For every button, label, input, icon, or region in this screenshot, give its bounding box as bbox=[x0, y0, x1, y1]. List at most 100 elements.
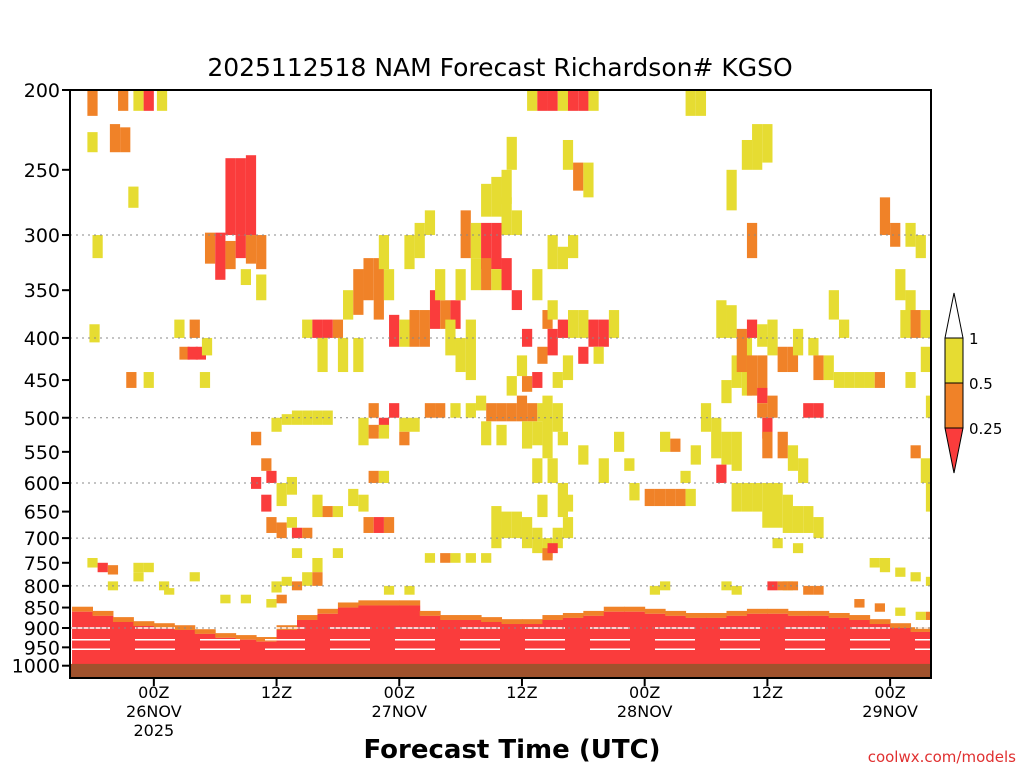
boundary-layer-cap bbox=[665, 610, 687, 616]
ri-cell bbox=[266, 517, 277, 533]
boundary-layer-mass bbox=[358, 605, 380, 678]
ri-cell bbox=[874, 603, 885, 612]
ri-cell bbox=[363, 258, 374, 301]
colorbar-legend: 1 0.5 0.25 bbox=[944, 292, 1002, 474]
ri-cell bbox=[629, 482, 640, 501]
ri-cell bbox=[869, 557, 880, 568]
ri-cell bbox=[424, 553, 436, 563]
ri-cell bbox=[164, 588, 175, 595]
ri-cell bbox=[598, 319, 609, 347]
ri-cell bbox=[491, 269, 502, 291]
ri-cell bbox=[741, 482, 753, 512]
ri-cell bbox=[562, 139, 574, 170]
ri-cell bbox=[491, 222, 502, 270]
ri-cell bbox=[644, 488, 655, 507]
ri-cell bbox=[777, 346, 788, 373]
ri-cell bbox=[276, 522, 287, 539]
ri-cell bbox=[787, 346, 799, 373]
ri-cell bbox=[516, 395, 528, 422]
x-tick-label: 2025 bbox=[133, 721, 174, 740]
ri-cell bbox=[302, 527, 313, 539]
boundary-layer-cap bbox=[849, 615, 871, 620]
ri-cell bbox=[97, 562, 108, 573]
boundary-layer-cap bbox=[869, 619, 891, 625]
ri-cell bbox=[465, 403, 476, 418]
y-tick-label: 300 bbox=[24, 225, 60, 247]
ri-cell bbox=[573, 162, 584, 191]
ri-cell bbox=[481, 258, 492, 291]
ri-cell bbox=[363, 517, 374, 533]
ri-cell bbox=[792, 506, 804, 533]
ri-cell bbox=[828, 290, 839, 320]
ri-cell bbox=[378, 417, 390, 432]
ri-cell bbox=[721, 431, 732, 465]
ri-cell bbox=[429, 290, 441, 329]
ri-cell bbox=[542, 538, 553, 558]
ri-cell bbox=[475, 395, 487, 411]
x-tick-label: 12Z bbox=[752, 683, 783, 702]
y-tick-label: 250 bbox=[24, 160, 60, 182]
ri-cell bbox=[189, 572, 200, 582]
ri-cell bbox=[787, 445, 799, 471]
boundary-layer-cap bbox=[92, 610, 114, 616]
boundary-layer-cap bbox=[501, 619, 523, 625]
ri-cell bbox=[220, 594, 231, 604]
ri-cell bbox=[803, 506, 814, 533]
ri-cell bbox=[404, 585, 415, 595]
ri-cell bbox=[120, 127, 131, 153]
x-tick-label: 00Z bbox=[629, 683, 660, 702]
boundary-layer-cap bbox=[215, 633, 237, 638]
boundary-layer-cap bbox=[358, 600, 380, 606]
ri-cell bbox=[813, 403, 824, 418]
ri-cell bbox=[118, 90, 129, 111]
ri-cell bbox=[808, 337, 819, 356]
credit-text: coolwx.com/models bbox=[868, 748, 1016, 766]
ri-cell bbox=[470, 222, 482, 259]
ri-cell bbox=[532, 527, 543, 554]
ri-cell bbox=[895, 607, 906, 616]
ri-cell bbox=[598, 458, 609, 483]
x-tick-label: 26NOV bbox=[126, 702, 182, 721]
ri-cell bbox=[215, 232, 226, 280]
ri-cell bbox=[481, 222, 492, 270]
ri-cell bbox=[337, 337, 349, 373]
ri-cell bbox=[895, 567, 906, 577]
ri-cell bbox=[266, 470, 277, 483]
legend-swatch bbox=[944, 382, 964, 429]
ri-cell bbox=[358, 417, 369, 446]
ri-cell bbox=[240, 594, 251, 604]
ri-cell bbox=[752, 124, 763, 170]
ri-cell bbox=[225, 158, 236, 236]
ri-cell bbox=[721, 380, 732, 404]
boundary-layer-cap bbox=[685, 612, 707, 618]
ri-cell bbox=[368, 424, 379, 439]
ri-cell bbox=[879, 557, 891, 573]
boundary-layer-cap bbox=[542, 615, 564, 620]
boundary-layer-cap bbox=[399, 600, 421, 606]
ri-cell bbox=[920, 458, 931, 483]
ri-cell bbox=[465, 319, 476, 381]
boundary-layer-cap bbox=[767, 608, 789, 614]
ri-cell bbox=[245, 155, 257, 236]
ri-cell bbox=[440, 300, 451, 329]
ri-cell bbox=[481, 553, 492, 563]
ri-cell bbox=[624, 458, 635, 471]
ri-cell bbox=[322, 319, 333, 338]
ri-cell bbox=[332, 506, 344, 518]
y-tick-label: 200 bbox=[24, 80, 60, 102]
ri-cell bbox=[685, 90, 696, 116]
ri-cell bbox=[874, 372, 885, 388]
ri-cell bbox=[910, 445, 921, 459]
y-tick-label: 1000 bbox=[12, 656, 60, 678]
ri-cell bbox=[578, 310, 589, 338]
ri-cell bbox=[506, 136, 517, 170]
ri-cell bbox=[179, 346, 190, 360]
ri-cell bbox=[813, 517, 824, 539]
ri-cell bbox=[895, 269, 906, 301]
ri-cell bbox=[547, 235, 558, 270]
ri-cell bbox=[511, 210, 522, 236]
ri-cell bbox=[552, 372, 563, 388]
